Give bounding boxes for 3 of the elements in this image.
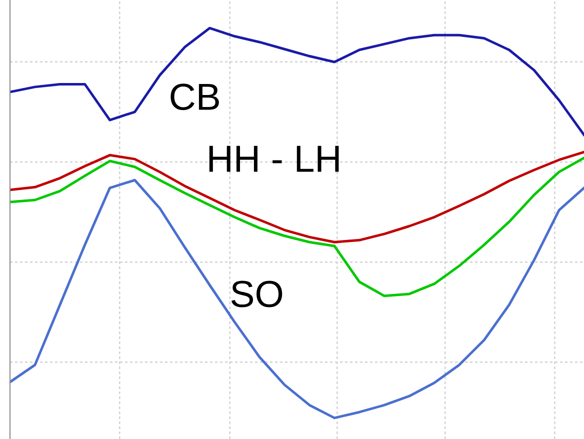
annotation: HH - LH	[209, 146, 339, 172]
annotation: SO	[231, 280, 282, 308]
annotation: CB	[170, 84, 219, 110]
